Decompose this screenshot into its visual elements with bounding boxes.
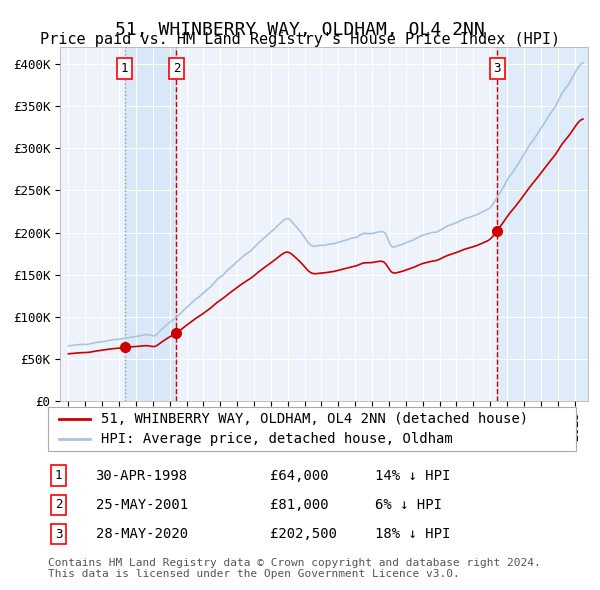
Text: HPI: Average price, detached house, Oldham: HPI: Average price, detached house, Oldh… (101, 432, 452, 446)
Text: Contains HM Land Registry data © Crown copyright and database right 2024.
This d: Contains HM Land Registry data © Crown c… (48, 558, 541, 579)
Text: £202,500: £202,500 (270, 527, 337, 541)
Text: 2: 2 (55, 499, 62, 512)
Bar (497, 47, 588, 401)
Text: 2: 2 (173, 62, 180, 75)
Text: 25-MAY-2001: 25-MAY-2001 (95, 498, 188, 512)
Text: 6% ↓ HPI: 6% ↓ HPI (376, 498, 442, 512)
Text: £81,000: £81,000 (270, 498, 328, 512)
Text: 30-APR-1998: 30-APR-1998 (95, 468, 188, 483)
Text: 3: 3 (55, 527, 62, 540)
Text: 1: 1 (121, 62, 128, 75)
Text: 3: 3 (493, 62, 501, 75)
Text: 51, WHINBERRY WAY, OLDHAM, OL4 2NN: 51, WHINBERRY WAY, OLDHAM, OL4 2NN (115, 21, 485, 39)
Text: 1: 1 (55, 469, 62, 482)
Text: Price paid vs. HM Land Registry's House Price Index (HPI): Price paid vs. HM Land Registry's House … (40, 32, 560, 47)
FancyBboxPatch shape (48, 407, 576, 451)
Bar (125, 47, 176, 401)
Text: 18% ↓ HPI: 18% ↓ HPI (376, 527, 451, 541)
Text: 51, WHINBERRY WAY, OLDHAM, OL4 2NN (detached house): 51, WHINBERRY WAY, OLDHAM, OL4 2NN (deta… (101, 412, 528, 427)
Text: 14% ↓ HPI: 14% ↓ HPI (376, 468, 451, 483)
Text: 28-MAY-2020: 28-MAY-2020 (95, 527, 188, 541)
Text: £64,000: £64,000 (270, 468, 328, 483)
